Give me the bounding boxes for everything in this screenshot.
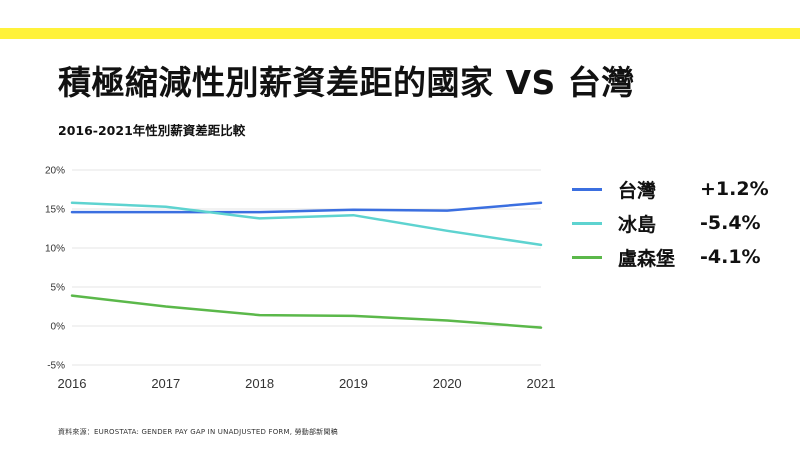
y-tick-label: 15% (45, 205, 65, 216)
legend-swatch-taiwan (572, 187, 602, 191)
page-title: 積極縮減性別薪資差距的國家 VS 台灣 (58, 63, 635, 102)
series-line-luxembourg (70, 294, 543, 329)
x-tick-label: 2018 (245, 376, 274, 391)
y-tick-label: 5% (51, 283, 66, 294)
legend-item-taiwan: 台灣 +1.2% (572, 172, 769, 206)
series-line-iceland (70, 201, 543, 247)
legend-label-taiwan: 台灣 (618, 179, 657, 202)
chart-legend: 台灣 +1.2% 冰島 -5.4% 盧森堡 -4.1% (572, 172, 769, 274)
series-line-taiwan (70, 201, 543, 214)
x-tick-label: 2021 (527, 376, 556, 391)
x-tick-label: 2016 (58, 376, 87, 391)
top-accent-bar (0, 28, 800, 39)
legend-item-luxembourg: 盧森堡 -4.1% (572, 240, 769, 274)
legend-label-iceland: 冰島 (618, 213, 657, 236)
source-note: 資料來源：EUROSTATA: GENDER PAY GAP IN UNADJU… (58, 428, 338, 436)
y-tick-label: -5% (47, 361, 65, 372)
y-tick-label: 10% (45, 244, 65, 255)
x-tick-label: 2019 (339, 376, 368, 391)
y-tick-label: 0% (51, 322, 66, 333)
legend-change-iceland: -5.4% (700, 212, 761, 234)
legend-item-iceland: 冰島 -5.4% (572, 206, 769, 240)
legend-swatch-luxembourg (572, 255, 602, 259)
x-tick-label: 2017 (151, 376, 180, 391)
legend-label-luxembourg: 盧森堡 (618, 247, 676, 270)
legend-change-luxembourg: -4.1% (700, 246, 761, 268)
legend-change-taiwan: +1.2% (700, 178, 769, 200)
chart-subtitle: 2016-2021年性別薪資差距比較 (58, 123, 246, 138)
x-tick-label: 2020 (433, 376, 462, 391)
y-tick-label: 20% (45, 166, 65, 177)
legend-swatch-iceland (572, 221, 602, 225)
